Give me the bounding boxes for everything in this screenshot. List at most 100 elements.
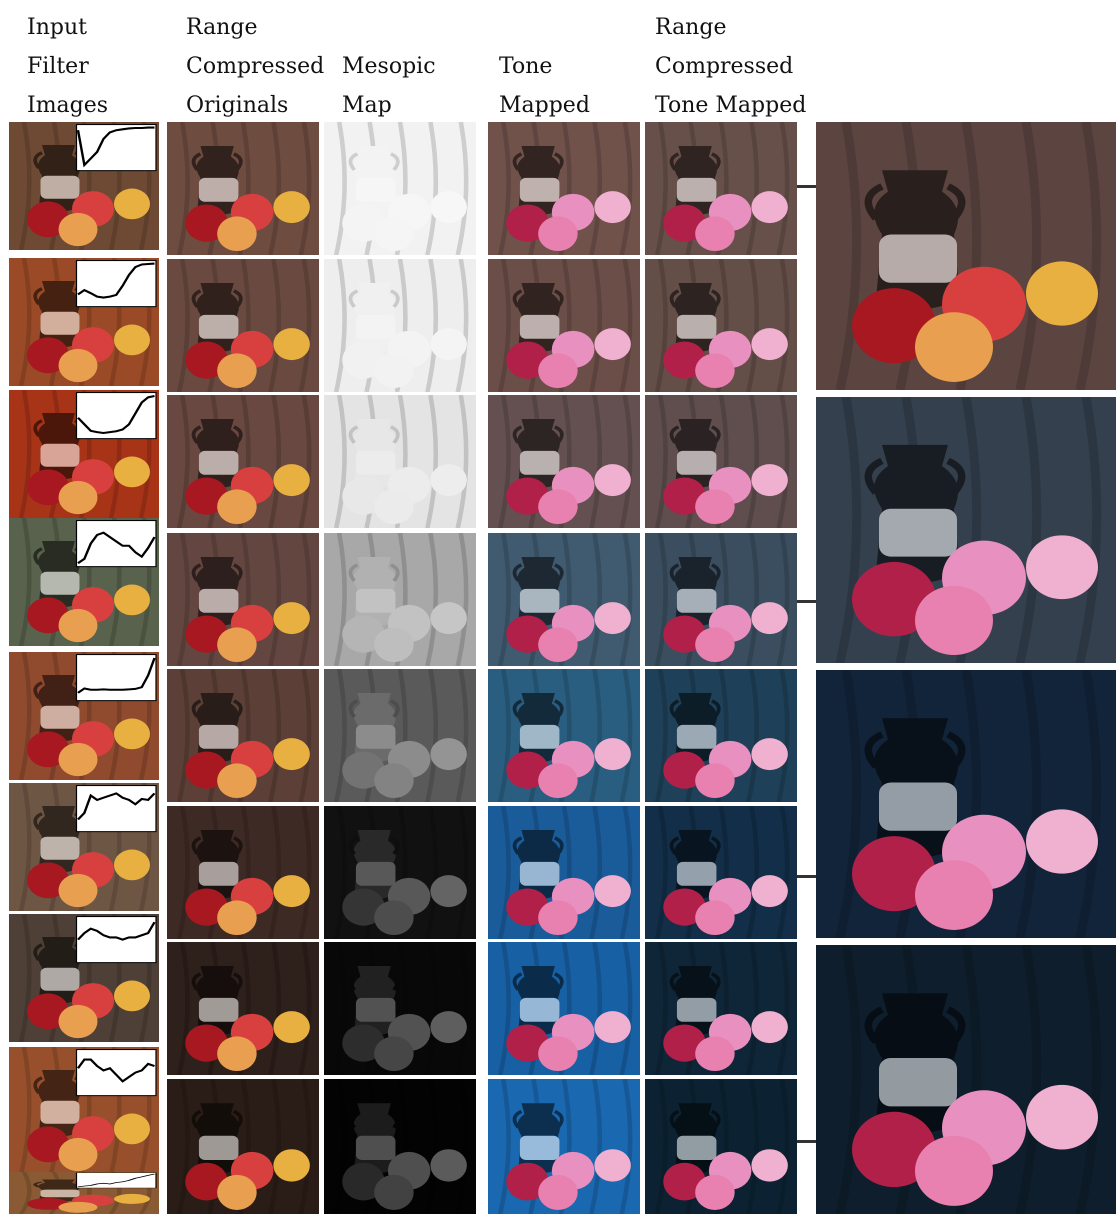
range-compressed-tone-mapped [645, 942, 797, 1075]
input-filter-image [9, 652, 159, 780]
vase-band [676, 1135, 717, 1160]
enlarged-tone-mapped [816, 397, 1116, 663]
range-compressed-tone-mapped [645, 122, 797, 255]
fruit-peach-front [58, 348, 98, 383]
fruit-peach-right [273, 191, 310, 224]
cloth-fold [776, 122, 790, 255]
filter-curve-box [75, 654, 157, 702]
fruit-red [506, 341, 549, 379]
fruit-peach-right [594, 1011, 631, 1044]
filter-curve-line [77, 921, 156, 941]
cloth-fold [654, 395, 668, 528]
cloth-fold [18, 390, 32, 518]
fruit-peach-front [695, 1174, 735, 1210]
tone-mapped [488, 942, 640, 1075]
cloth-fold [298, 669, 312, 802]
fruit-peach-right [594, 602, 631, 635]
vase-band [355, 177, 396, 202]
vase-handles [864, 1006, 966, 1044]
cloth-fold [1075, 397, 1102, 663]
fruit-peach-right [751, 328, 788, 361]
input-filter-image [9, 914, 159, 1042]
fruit-peach-right [751, 1011, 788, 1044]
vase-handles [669, 563, 721, 582]
fruit-red [506, 204, 549, 242]
fruit-peach-right [430, 602, 467, 635]
fruit-red [342, 204, 385, 242]
fruit-red [663, 477, 706, 515]
header-range-compressed-tone-mapped: Range Compressed Tone Mapped [655, 15, 807, 118]
vase-band [879, 508, 957, 557]
vase-band [676, 588, 717, 613]
fruit-peach-right [430, 191, 467, 224]
vase-band [519, 177, 560, 202]
vase-handles [191, 289, 243, 308]
fruit-red [185, 888, 228, 926]
vase-band [879, 234, 957, 283]
fruit-red [506, 477, 549, 515]
cloth-fold [18, 914, 32, 1042]
fruit-peach-right [273, 1149, 310, 1182]
vase-handles [348, 836, 400, 855]
range-compressed-original [167, 259, 319, 392]
vase-band [40, 967, 80, 991]
cloth-fold [176, 533, 190, 666]
tone-mapped [488, 395, 640, 528]
vase-handles [348, 152, 400, 171]
fruit-peach-front [695, 900, 735, 936]
fruit-peach-front [538, 627, 578, 663]
cloth-fold [835, 122, 862, 390]
vase-handles [348, 425, 400, 444]
vase-handles [669, 1109, 721, 1129]
cloth-fold [425, 669, 439, 802]
filter-curve-inset [75, 1049, 157, 1097]
cloth-fold [455, 942, 469, 1075]
cloth-fold [333, 942, 347, 1075]
fruit-red [663, 1162, 706, 1201]
input-filter-image [9, 390, 159, 518]
cloth-fold [176, 669, 190, 802]
fruit-peach-front [58, 480, 98, 515]
cloth-fold [497, 942, 511, 1075]
fruit-red [27, 337, 69, 374]
mesopic-map [324, 806, 476, 939]
vase-handles [669, 152, 721, 171]
vase-handles [348, 563, 400, 582]
vase-band [40, 705, 80, 729]
vase-band [676, 861, 717, 886]
fruit-peach-front [695, 1036, 735, 1072]
cloth-fold [176, 806, 190, 939]
fruit-peach-right [594, 1149, 631, 1182]
input-filter-image [9, 1047, 159, 1175]
cloth-fold [589, 669, 603, 802]
cloth-fold [619, 395, 633, 528]
fruit-red [663, 341, 706, 379]
vase-handles [512, 836, 564, 855]
connector-line [797, 875, 816, 878]
fruit-red [852, 288, 936, 364]
connector-line [797, 1140, 816, 1143]
fruit-peach-front [538, 353, 578, 389]
fruit-peach-right [273, 464, 310, 497]
vase-handles [669, 425, 721, 444]
fruit-red [663, 204, 706, 242]
cloth-fold [497, 122, 511, 255]
fruit-peach-front [374, 489, 414, 525]
vase-handles [191, 152, 243, 171]
cloth-fold [746, 1079, 760, 1214]
fruit-peach-front [695, 627, 735, 663]
enlarged-tone-mapped [816, 122, 1116, 390]
fruit-peach-front [695, 763, 735, 799]
cloth-fold [268, 942, 282, 1075]
mesopic-map [324, 533, 476, 666]
vase-handles [348, 1109, 400, 1129]
cloth-fold [835, 670, 862, 938]
filter-curve-box [75, 916, 157, 964]
cloth-fold [589, 533, 603, 666]
vase-handles [669, 836, 721, 855]
fruit-red [27, 201, 69, 238]
range-compressed-original [167, 395, 319, 528]
vase-band [519, 450, 560, 475]
cloth-fold [298, 395, 312, 528]
vase-handles [512, 972, 564, 991]
